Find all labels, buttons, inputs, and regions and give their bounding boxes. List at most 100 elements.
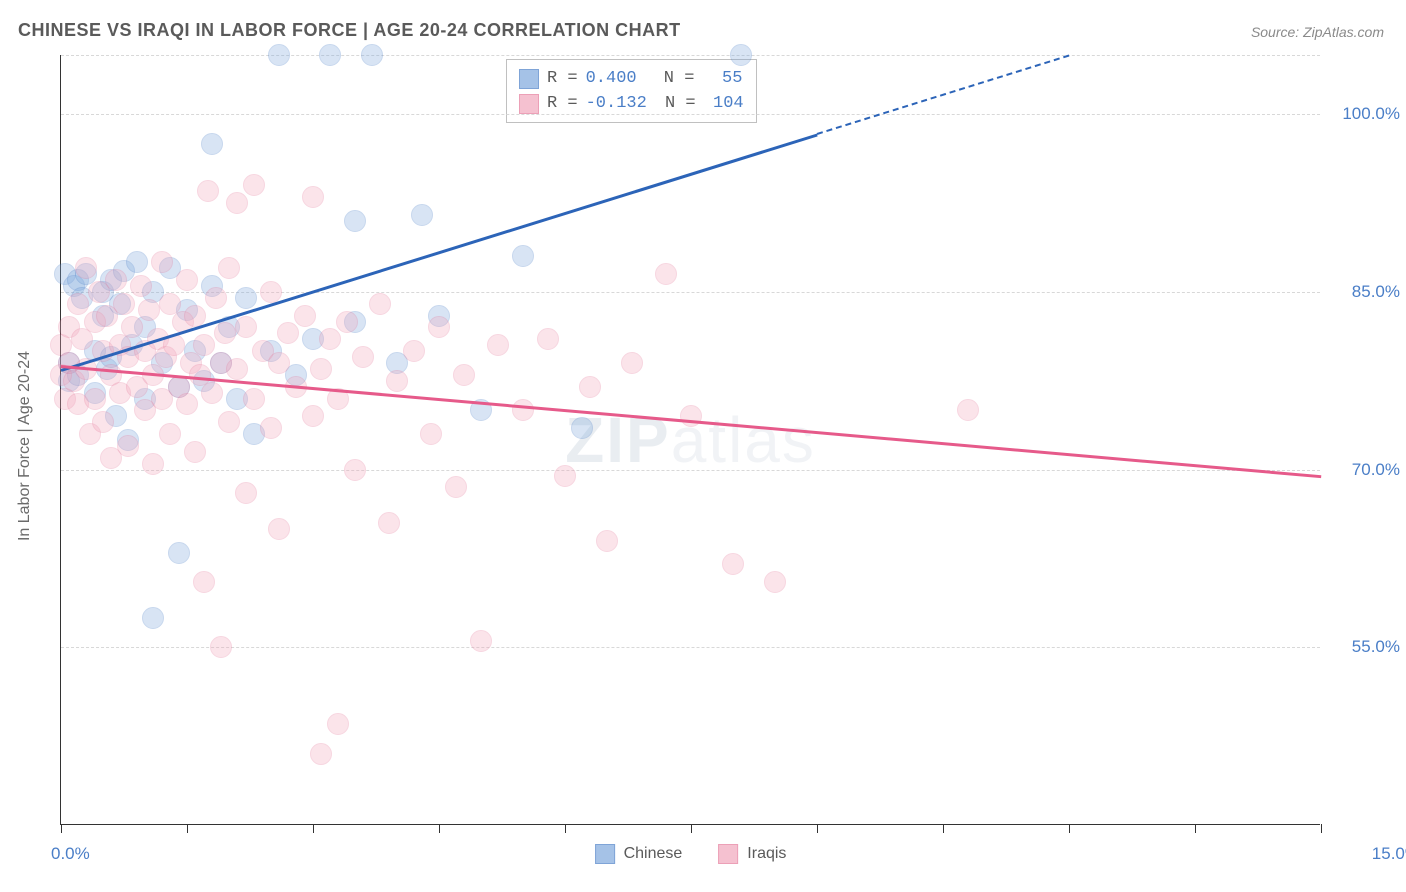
scatter-point bbox=[487, 334, 509, 356]
scatter-point bbox=[680, 405, 702, 427]
scatter-point bbox=[67, 293, 89, 315]
scatter-point bbox=[537, 328, 559, 350]
scatter-point bbox=[352, 346, 374, 368]
scatter-point bbox=[310, 358, 332, 380]
scatter-point bbox=[197, 180, 219, 202]
scatter-point bbox=[75, 257, 97, 279]
scatter-point bbox=[294, 305, 316, 327]
x-tick bbox=[691, 824, 692, 833]
scatter-point bbox=[193, 571, 215, 593]
scatter-point bbox=[277, 322, 299, 344]
x-tick-right: 15.0% bbox=[1372, 844, 1406, 864]
scatter-point bbox=[235, 287, 257, 309]
trend-line bbox=[61, 365, 1321, 478]
scatter-point bbox=[176, 269, 198, 291]
scatter-point bbox=[268, 352, 290, 374]
gridline bbox=[61, 114, 1320, 115]
scatter-point bbox=[84, 388, 106, 410]
legend-item-chinese: Chinese bbox=[595, 844, 683, 864]
scatter-point bbox=[235, 316, 257, 338]
bottom-legend: Chinese Iraqis bbox=[595, 844, 787, 864]
x-tick bbox=[1069, 824, 1070, 833]
scatter-point bbox=[319, 328, 341, 350]
stat-n-label: N = bbox=[654, 66, 695, 91]
y-tick-label: 100.0% bbox=[1330, 104, 1400, 124]
scatter-point bbox=[336, 311, 358, 333]
legend-swatch-chinese bbox=[595, 844, 615, 864]
scatter-point bbox=[268, 518, 290, 540]
swatch-iraqis bbox=[519, 94, 539, 114]
source-label: Source: ZipAtlas.com bbox=[1251, 24, 1384, 40]
scatter-point bbox=[260, 417, 282, 439]
trend-line bbox=[817, 55, 1070, 135]
scatter-point bbox=[218, 411, 240, 433]
y-tick-label: 85.0% bbox=[1330, 282, 1400, 302]
legend-swatch-iraqis bbox=[718, 844, 738, 864]
y-tick-label: 70.0% bbox=[1330, 460, 1400, 480]
gridline bbox=[61, 470, 1320, 471]
plot-area: ZIPatlas R = 0.400 N = 55 R = -0.132 N =… bbox=[60, 55, 1320, 825]
scatter-point bbox=[554, 465, 576, 487]
scatter-point bbox=[176, 393, 198, 415]
scatter-point bbox=[193, 334, 215, 356]
scatter-point bbox=[235, 482, 257, 504]
chart-container: CHINESE VS IRAQI IN LABOR FORCE | AGE 20… bbox=[0, 0, 1406, 892]
scatter-point bbox=[268, 44, 290, 66]
scatter-point bbox=[327, 713, 349, 735]
scatter-point bbox=[113, 293, 135, 315]
scatter-point bbox=[730, 44, 752, 66]
scatter-point bbox=[226, 358, 248, 380]
chart-title: CHINESE VS IRAQI IN LABOR FORCE | AGE 20… bbox=[18, 20, 681, 41]
y-tick-label: 55.0% bbox=[1330, 637, 1400, 657]
scatter-point bbox=[302, 405, 324, 427]
scatter-point bbox=[302, 186, 324, 208]
scatter-point bbox=[92, 411, 114, 433]
x-tick bbox=[817, 824, 818, 833]
stat-n-label-2: N = bbox=[655, 91, 696, 116]
scatter-point bbox=[420, 423, 442, 445]
scatter-point bbox=[121, 316, 143, 338]
scatter-point bbox=[512, 245, 534, 267]
legend-item-iraqis: Iraqis bbox=[718, 844, 786, 864]
scatter-point bbox=[214, 322, 236, 344]
scatter-point bbox=[764, 571, 786, 593]
stat-r-iraqis: -0.132 bbox=[586, 91, 647, 116]
scatter-point bbox=[130, 275, 152, 297]
stat-r-chinese: 0.400 bbox=[586, 66, 646, 91]
scatter-point bbox=[361, 44, 383, 66]
scatter-point bbox=[184, 305, 206, 327]
scatter-point bbox=[512, 399, 534, 421]
scatter-point bbox=[226, 192, 248, 214]
x-tick bbox=[1195, 824, 1196, 833]
stats-row-chinese: R = 0.400 N = 55 bbox=[519, 66, 744, 91]
x-tick bbox=[313, 824, 314, 833]
gridline bbox=[61, 55, 1320, 56]
scatter-point bbox=[957, 399, 979, 421]
scatter-point bbox=[218, 257, 240, 279]
stat-n-chinese: 55 bbox=[702, 66, 742, 91]
scatter-point bbox=[386, 370, 408, 392]
scatter-point bbox=[403, 340, 425, 362]
scatter-point bbox=[201, 382, 223, 404]
stat-r-label: R = bbox=[547, 66, 578, 91]
scatter-point bbox=[369, 293, 391, 315]
scatter-point bbox=[378, 512, 400, 534]
scatter-point bbox=[453, 364, 475, 386]
y-axis-label: In Labor Force | Age 20-24 bbox=[16, 351, 34, 541]
scatter-point bbox=[445, 476, 467, 498]
scatter-point bbox=[243, 174, 265, 196]
scatter-point bbox=[117, 435, 139, 457]
legend-label-iraqis: Iraqis bbox=[747, 845, 786, 863]
scatter-point bbox=[205, 287, 227, 309]
scatter-point bbox=[260, 281, 282, 303]
scatter-point bbox=[344, 210, 366, 232]
scatter-point bbox=[142, 453, 164, 475]
stat-n-iraqis: 104 bbox=[704, 91, 744, 116]
scatter-point bbox=[184, 441, 206, 463]
scatter-point bbox=[138, 299, 160, 321]
scatter-point bbox=[126, 251, 148, 273]
scatter-point bbox=[722, 553, 744, 575]
stats-row-iraqis: R = -0.132 N = 104 bbox=[519, 91, 744, 116]
x-tick bbox=[61, 824, 62, 833]
x-tick bbox=[943, 824, 944, 833]
